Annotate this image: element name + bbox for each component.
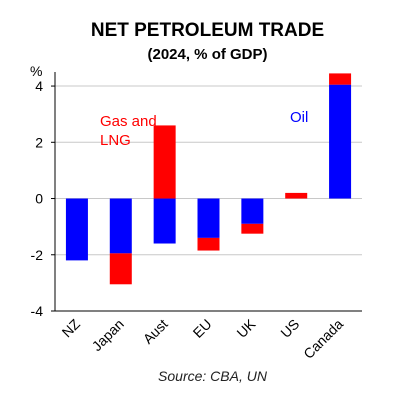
axes — [51, 72, 362, 312]
x-tick-label: Aust — [140, 316, 171, 347]
bar-gas-eu — [197, 237, 220, 251]
y-tick-label: 2 — [35, 134, 43, 150]
x-tick-label: NZ — [59, 315, 84, 340]
bar-oil-aust — [153, 198, 176, 244]
y-tick-label: -2 — [31, 247, 44, 263]
y-tick-label: -4 — [31, 303, 44, 319]
annotation-oil: Oil — [290, 109, 308, 126]
bar-oil-japan — [109, 198, 132, 254]
bar-oil-eu — [197, 198, 220, 238]
annotation-gas-line1: Gas and — [100, 113, 157, 130]
bar-oil-uk — [241, 198, 264, 224]
chart-title: NET PETROLEUM TRADE — [90, 20, 325, 41]
annotation-gas-line2: LNG — [100, 132, 131, 149]
source-note: Source: CBA, UN — [158, 368, 267, 384]
x-tick-label: US — [277, 316, 302, 341]
x-tick-label: Canada — [300, 316, 346, 362]
y-axis-label: % — [30, 63, 42, 79]
x-tick-label: UK — [233, 315, 259, 341]
bar-gas-aust — [153, 125, 176, 199]
bar-gas-uk — [241, 223, 264, 234]
bar-oil-canada — [329, 84, 352, 199]
bar-gas-us — [285, 192, 308, 199]
x-tick-label: EU — [190, 316, 215, 341]
bar-gas-canada — [329, 73, 352, 85]
bars — [65, 73, 352, 285]
x-tick-label: Japan — [89, 316, 127, 354]
bar-oil-nz — [65, 198, 88, 261]
y-tick-label: 0 — [35, 191, 43, 207]
y-tick-label: 4 — [35, 78, 43, 94]
bar-gas-japan — [109, 253, 132, 285]
chart-subtitle: (2024, % of GDP) — [147, 46, 268, 63]
